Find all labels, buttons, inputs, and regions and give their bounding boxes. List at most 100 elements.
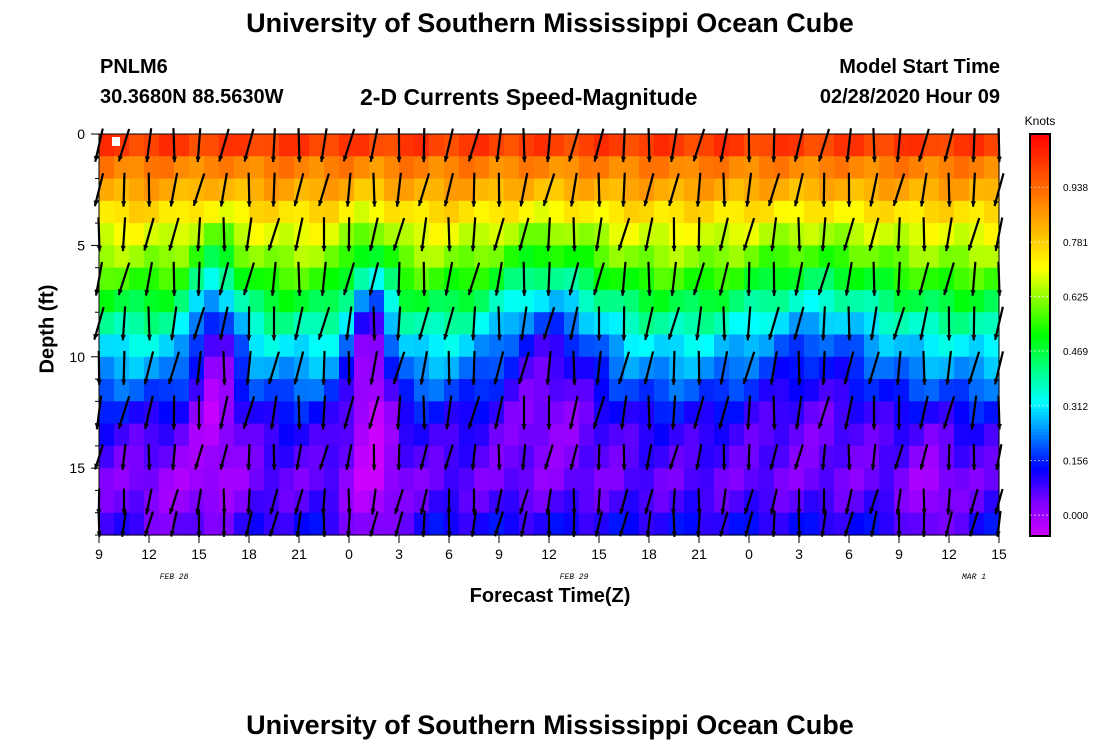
heatmap-cell <box>204 134 220 157</box>
heatmap-cell <box>234 490 250 514</box>
current-arrow-head <box>895 245 902 252</box>
heatmap-cell <box>534 401 550 425</box>
heatmap-cell <box>429 334 445 358</box>
current-arrow-head <box>146 464 152 471</box>
heatmap-cell <box>819 423 835 447</box>
current-arrow-head <box>168 244 174 251</box>
current-arrow <box>547 217 551 252</box>
heatmap-cell <box>174 445 190 469</box>
current-arrow-head <box>820 530 826 537</box>
heatmap-cell <box>189 468 205 492</box>
heatmap-cell <box>234 289 250 313</box>
current-arrow-head <box>892 199 898 206</box>
current-arrow-head <box>970 156 977 163</box>
current-arrow <box>722 306 726 341</box>
heatmap-cell <box>534 356 550 380</box>
current-arrow-head <box>270 201 277 207</box>
heatmap-cell <box>429 468 445 492</box>
current-arrow <box>546 350 552 385</box>
heatmap-cell <box>399 223 415 246</box>
current-arrow <box>518 217 530 251</box>
current-arrow-head <box>269 508 275 515</box>
heatmap-cell <box>624 468 640 492</box>
current-arrow-head <box>569 200 575 207</box>
heatmap-cell <box>564 200 580 224</box>
heatmap-cell <box>309 512 325 536</box>
heatmap-cell <box>624 312 640 336</box>
heatmap-cell <box>594 200 610 224</box>
colorbar-segment <box>1030 164 1050 169</box>
heatmap-cell <box>924 423 940 447</box>
x-tick-label: 6 <box>845 546 853 562</box>
current-arrow <box>617 351 631 385</box>
plot-title: 2-D Currents Speed-Magnitude <box>360 84 698 110</box>
current-arrow-head <box>293 334 300 340</box>
heatmap-cell <box>684 289 700 313</box>
heatmap-cell <box>789 223 805 246</box>
current-arrow-head <box>771 423 777 430</box>
heatmap-cell <box>459 445 475 469</box>
heatmap-cell <box>339 178 355 202</box>
current-arrow-head <box>494 508 500 515</box>
current-arrow-head <box>817 289 823 295</box>
heatmap-cell <box>459 312 475 336</box>
current-arrow <box>395 172 403 207</box>
heatmap-cell <box>324 134 340 157</box>
heatmap-cell <box>234 401 250 425</box>
heatmap-cell <box>159 134 175 157</box>
current-arrow-head <box>321 379 327 385</box>
heatmap-cell <box>114 334 130 358</box>
colorbar-segment <box>1030 482 1050 487</box>
heatmap-cell <box>339 245 355 269</box>
heatmap-cell <box>924 490 940 514</box>
heatmap-cell <box>279 267 295 291</box>
heatmap-cell <box>909 490 925 514</box>
current-arrow-head <box>171 424 177 430</box>
heatmap-cell <box>834 200 850 224</box>
heatmap-cell <box>894 379 910 402</box>
heatmap-cell <box>729 401 745 425</box>
current-arrow-head <box>796 531 802 537</box>
heatmap-cell <box>819 245 835 269</box>
heatmap-cell <box>429 156 445 180</box>
heatmap-cell <box>204 401 220 425</box>
heatmap-cell <box>309 289 325 313</box>
x-tick-label: 9 <box>495 546 503 562</box>
heatmap-cell <box>504 289 520 313</box>
heatmap-cell <box>804 134 820 157</box>
heatmap-cell <box>774 245 790 269</box>
heatmap-cell <box>219 423 235 447</box>
current-arrow <box>467 395 481 430</box>
current-arrow <box>868 217 880 251</box>
heatmap-cell <box>429 245 445 269</box>
heatmap-cell <box>909 223 925 246</box>
heatmap-cell <box>624 490 640 514</box>
heatmap-cell <box>894 512 910 536</box>
current-arrow <box>768 306 780 340</box>
current-arrow-head <box>971 334 977 341</box>
heatmap-cell <box>249 512 265 536</box>
heatmap-cell <box>174 289 190 313</box>
heatmap-cell <box>279 445 295 469</box>
current-arrow <box>568 262 580 296</box>
heatmap-cell <box>429 401 445 425</box>
heatmap-cell <box>969 200 985 224</box>
heatmap-cell <box>459 134 475 157</box>
heatmap-cell <box>99 379 115 402</box>
heatmap-cell <box>339 200 355 224</box>
heatmap-cell <box>159 267 175 291</box>
heatmap-cell <box>414 156 430 180</box>
current-arrow-head <box>296 156 302 163</box>
colorbar-segment <box>1030 532 1050 537</box>
heatmap-cell <box>789 200 805 224</box>
heatmap-cell <box>324 312 340 336</box>
current-arrow-head <box>521 424 527 430</box>
heatmap-cell <box>234 245 250 269</box>
current-arrow <box>847 306 851 341</box>
current-arrow-head <box>242 422 248 429</box>
current-arrow <box>493 217 505 251</box>
current-arrow-head <box>744 508 750 514</box>
heatmap-cell <box>249 267 265 291</box>
heatmap-cell <box>114 156 130 180</box>
current-arrow <box>372 306 376 341</box>
